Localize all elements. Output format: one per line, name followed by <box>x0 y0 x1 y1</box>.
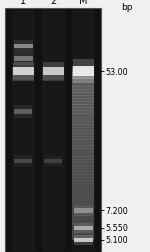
Text: M: M <box>79 0 87 6</box>
Bar <box>74 235 93 245</box>
Bar <box>72 203 94 207</box>
Bar <box>72 90 94 94</box>
Text: 2: 2 <box>50 0 56 6</box>
Text: 53.00: 53.00 <box>106 67 128 76</box>
Bar <box>72 84 94 88</box>
Bar <box>72 177 94 181</box>
Bar <box>72 131 94 135</box>
Bar <box>74 208 93 213</box>
Bar <box>72 192 94 196</box>
Bar <box>14 56 33 62</box>
Bar <box>72 93 94 97</box>
Bar <box>72 189 94 193</box>
Bar <box>72 87 94 91</box>
Bar <box>72 209 94 213</box>
Bar <box>72 183 94 187</box>
Bar <box>72 229 94 233</box>
Bar <box>43 68 64 76</box>
Bar <box>72 96 94 100</box>
Bar <box>72 122 94 126</box>
Bar <box>14 44 33 49</box>
Bar <box>72 227 94 230</box>
Bar <box>13 68 34 76</box>
Bar <box>72 67 94 71</box>
Bar <box>42 10 65 251</box>
Bar <box>13 62 34 81</box>
Bar <box>72 78 94 82</box>
Bar <box>72 151 94 155</box>
Bar <box>72 119 94 123</box>
Bar <box>72 81 94 85</box>
Bar <box>72 195 94 198</box>
Bar <box>72 235 94 239</box>
Bar <box>72 10 95 251</box>
Bar <box>72 139 94 143</box>
Bar <box>72 70 94 74</box>
Bar <box>14 41 33 52</box>
Bar <box>72 200 94 204</box>
Bar <box>72 142 94 146</box>
Bar <box>72 145 94 149</box>
Bar <box>72 134 94 137</box>
Bar <box>72 212 94 216</box>
Bar <box>72 218 94 222</box>
Bar <box>72 116 94 120</box>
Bar <box>72 76 94 79</box>
Bar <box>72 206 94 210</box>
Bar <box>72 168 94 172</box>
Text: 5.100: 5.100 <box>106 235 128 244</box>
Bar <box>72 113 94 117</box>
Bar <box>14 156 32 167</box>
Bar <box>14 159 32 164</box>
Bar <box>74 238 93 242</box>
Bar <box>73 67 94 77</box>
Bar <box>72 160 94 164</box>
Bar <box>72 128 94 132</box>
Bar <box>72 224 94 227</box>
Bar <box>74 226 93 230</box>
Bar <box>73 60 94 84</box>
Bar <box>72 186 94 190</box>
Bar <box>44 156 62 166</box>
Bar <box>72 166 94 169</box>
Bar <box>72 180 94 184</box>
Bar <box>72 72 94 240</box>
Bar <box>72 110 94 114</box>
Bar <box>74 223 93 233</box>
Bar <box>72 157 94 161</box>
Text: 1: 1 <box>20 0 26 6</box>
Bar <box>12 10 35 251</box>
Bar <box>14 110 32 115</box>
Bar <box>72 148 94 152</box>
Bar <box>72 102 94 105</box>
Text: 7.200: 7.200 <box>106 206 129 215</box>
Bar <box>43 62 64 81</box>
Bar <box>44 159 62 163</box>
Bar <box>42 68 64 81</box>
Bar <box>72 154 94 158</box>
Bar <box>72 232 94 236</box>
Bar <box>72 171 94 175</box>
Bar <box>14 52 33 66</box>
Bar <box>72 198 94 201</box>
Text: bp: bp <box>121 3 132 12</box>
Text: 5.550: 5.550 <box>106 224 129 233</box>
Bar <box>72 174 94 178</box>
Bar <box>72 107 94 111</box>
Bar <box>14 106 32 118</box>
Bar <box>72 221 94 225</box>
Bar <box>72 215 94 219</box>
Bar <box>12 68 34 81</box>
Bar <box>72 125 94 129</box>
Bar <box>72 73 94 76</box>
Bar <box>72 163 94 166</box>
Bar <box>74 205 93 216</box>
Bar <box>4 9 100 252</box>
Bar <box>72 99 94 103</box>
Bar <box>72 105 94 108</box>
Bar <box>72 137 94 140</box>
